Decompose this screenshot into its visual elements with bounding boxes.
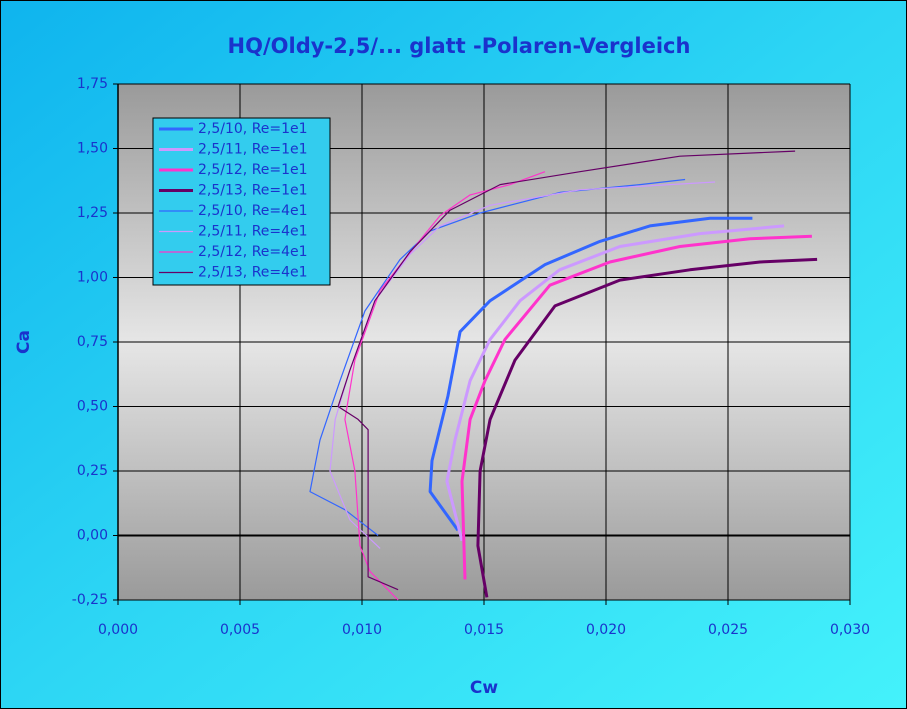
y-tick-label: 1,50 [77,141,108,157]
y-tick-label: -0,25 [72,592,108,608]
series-line [460,234,812,580]
x-tick-label: 0,025 [708,622,748,638]
legend-label: 2,5/13, Re=1e1 [198,183,308,199]
x-tick-label: 0,005 [220,622,260,638]
legend-label: 2,5/12, Re=4e1 [198,244,308,260]
x-tick-label: 0,020 [586,622,626,638]
y-axis-label: Ca [14,330,34,354]
legend-label: 2,5/11, Re=1e1 [198,142,308,158]
y-tick-label: 1,75 [77,76,108,92]
series-line [337,150,796,591]
legend-label: 2,5/11, Re=4e1 [198,224,308,240]
y-tick-label: 0,00 [77,528,108,544]
series-line [344,171,546,601]
x-tick-label: 0,030 [830,622,870,638]
series-line [428,216,753,532]
chart-title: HQ/Oldy-2,5/... glatt -Polaren-Vergleich [228,34,691,58]
series-line [476,257,818,598]
x-axis-label: Cw [470,678,498,698]
series-line [445,224,785,542]
legend-box [152,117,331,286]
y-tick-label: 1,25 [77,205,108,221]
x-tick-label: 0,015 [464,622,504,638]
x-tick-label: 0,010 [342,622,382,638]
y-tick-label: 0,50 [77,399,108,415]
y-tick-label: 0,75 [77,334,108,350]
legend-label: 2,5/10, Re=4e1 [198,203,308,219]
legend-label: 2,5/10, Re=1e1 [198,121,308,137]
legend-label: 2,5/12, Re=1e1 [198,162,308,178]
legend-label: 2,5/13, Re=4e1 [198,265,308,281]
x-tick-label: 0,000 [98,622,138,638]
y-tick-label: 0,25 [77,463,108,479]
y-tick-label: 1,00 [77,270,108,286]
